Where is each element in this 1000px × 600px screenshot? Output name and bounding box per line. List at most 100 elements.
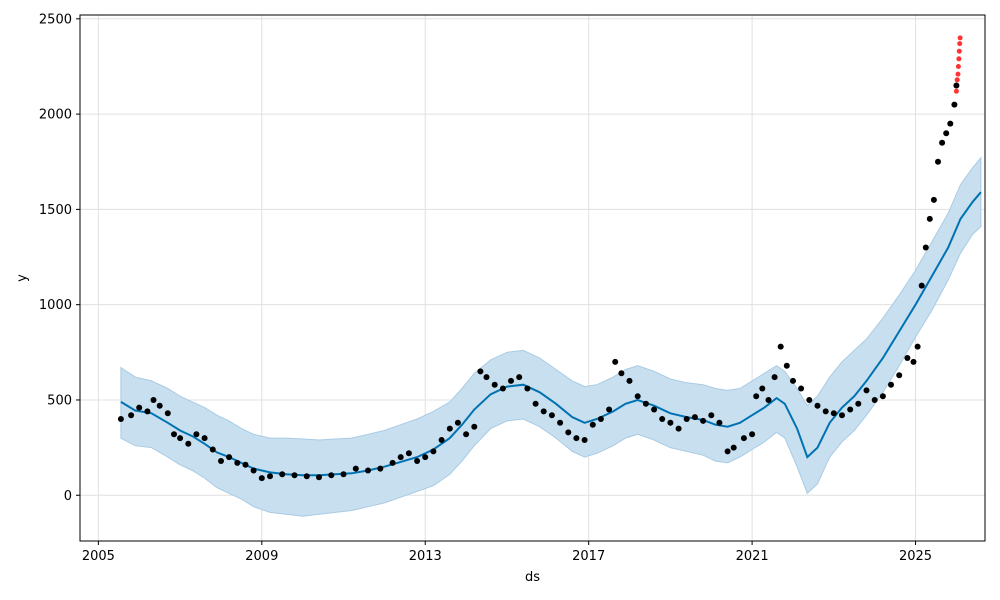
observed-point — [136, 404, 143, 411]
observed-point — [144, 408, 151, 415]
recent-point — [956, 56, 962, 62]
observed-point — [896, 372, 903, 379]
observed-point — [581, 437, 588, 443]
observed-point — [438, 437, 445, 443]
observed-point — [250, 467, 257, 474]
observed-point — [618, 370, 625, 377]
observed-point — [316, 474, 322, 481]
observed-point — [377, 465, 384, 472]
observed-point — [871, 397, 878, 403]
observed-point — [117, 416, 124, 422]
y-axis-label: y — [15, 274, 30, 282]
observed-point — [532, 400, 539, 407]
observed-point — [700, 417, 707, 424]
recent-point — [953, 88, 959, 94]
recent-point — [956, 48, 962, 54]
observed-point — [675, 425, 682, 432]
observed-point — [540, 408, 547, 415]
observed-point — [777, 343, 784, 350]
observed-point — [242, 461, 249, 468]
observed-point — [879, 393, 886, 400]
observed-point — [642, 400, 649, 407]
observed-point — [730, 444, 737, 451]
observed-point — [405, 450, 412, 457]
observed-point — [926, 215, 933, 222]
observed-point — [847, 406, 854, 413]
observed-point — [918, 282, 925, 289]
observed-point — [716, 419, 723, 426]
observed-point — [947, 120, 954, 127]
observed-point — [783, 362, 790, 369]
observed-point — [499, 385, 506, 392]
observed-point — [156, 402, 163, 409]
observed-point — [234, 459, 241, 466]
recent-point — [955, 64, 961, 69]
observed-point — [904, 355, 911, 361]
observed-point — [365, 467, 371, 474]
observed-point — [389, 459, 396, 466]
observed-point — [951, 101, 958, 108]
recent-points — [953, 35, 963, 94]
observed-point — [128, 412, 135, 419]
observed-point — [303, 473, 310, 480]
observed-point — [740, 435, 747, 442]
uncertainty-band — [120, 156, 982, 517]
observed-point — [597, 416, 604, 422]
observed-point — [185, 440, 192, 447]
observed-point — [291, 472, 298, 479]
observed-point — [201, 435, 208, 442]
observed-point — [422, 454, 429, 461]
observed-point — [855, 400, 862, 407]
observed-point — [798, 385, 805, 392]
observed-point — [930, 196, 937, 203]
observed-point — [340, 471, 347, 478]
recent-point — [957, 41, 963, 47]
observed-point — [749, 431, 756, 438]
observed-point — [612, 358, 619, 365]
observed-point — [446, 425, 453, 432]
observed-point — [863, 387, 870, 394]
recent-point — [957, 35, 963, 41]
x-axis: 2005 2009 2013 2017 2021 2025 — [82, 541, 932, 564]
observed-point — [414, 458, 421, 464]
observed-point — [471, 423, 478, 430]
observed-point — [557, 419, 564, 426]
observed-point — [771, 374, 778, 381]
observed-point — [634, 393, 641, 400]
x-tick-label: 2021 — [736, 549, 769, 564]
observed-point — [822, 408, 829, 415]
observed-point — [790, 377, 796, 384]
observed-point — [218, 458, 224, 464]
observed-point — [548, 412, 555, 419]
recent-point — [954, 77, 960, 83]
observed-point — [667, 419, 674, 426]
observed-point — [651, 406, 658, 413]
observed-point — [209, 446, 216, 453]
observed-point — [171, 431, 177, 438]
observed-point — [589, 421, 596, 428]
observed-point — [491, 381, 498, 388]
x-tick-label: 2025 — [899, 549, 932, 564]
observed-point — [683, 416, 690, 422]
observed-point — [943, 130, 950, 137]
observed-point — [830, 410, 837, 417]
observed-point — [279, 471, 286, 478]
observed-point — [258, 475, 265, 482]
x-tick-label: 2009 — [245, 549, 278, 564]
observed-point — [753, 393, 760, 400]
observed-points — [117, 82, 960, 482]
observed-point — [164, 410, 171, 417]
observed-point — [691, 414, 698, 421]
observed-point — [724, 448, 731, 455]
observed-point — [888, 381, 894, 388]
observed-point — [463, 431, 470, 438]
observed-point — [430, 448, 437, 455]
observed-point — [516, 374, 523, 381]
y-tick-label: 1000 — [39, 298, 72, 313]
observed-point — [814, 402, 821, 409]
y-tick-label: 500 — [47, 393, 72, 408]
observed-point — [910, 358, 917, 365]
observed-point — [935, 158, 941, 165]
observed-point — [267, 473, 273, 480]
